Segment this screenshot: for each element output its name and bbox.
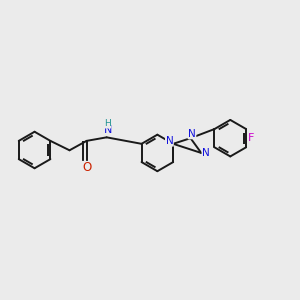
Text: N: N: [202, 148, 210, 158]
Text: H: H: [104, 119, 111, 128]
Text: O: O: [82, 161, 91, 175]
Text: F: F: [248, 133, 255, 143]
Text: N: N: [103, 125, 112, 135]
Text: N: N: [188, 129, 196, 139]
Text: N: N: [166, 136, 173, 146]
